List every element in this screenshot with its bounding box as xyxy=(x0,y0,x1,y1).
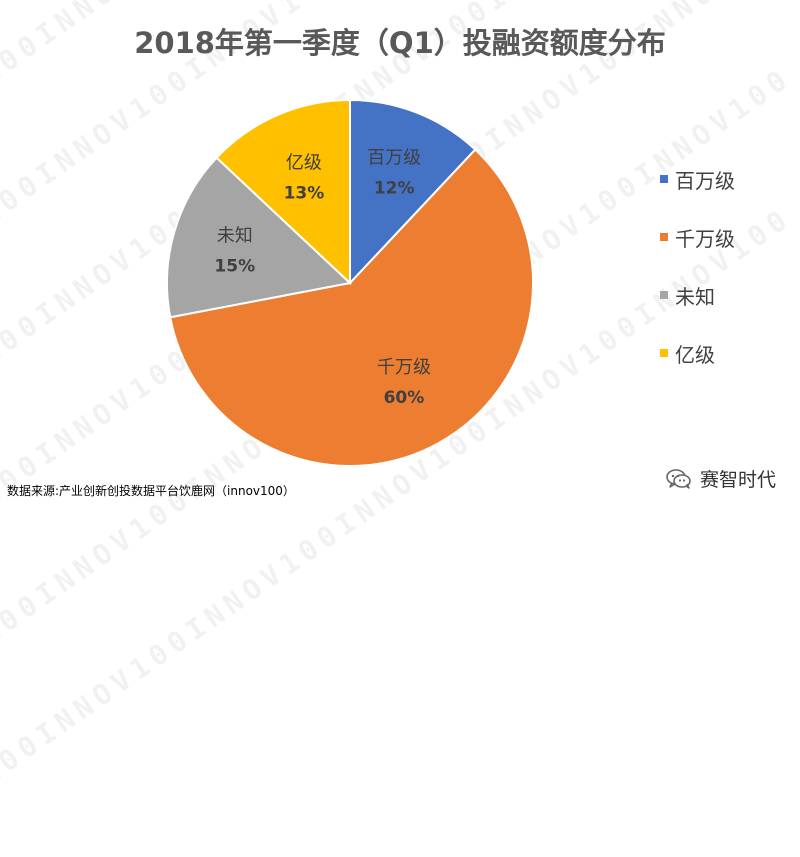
pie-slice-qianwanji xyxy=(169,148,534,467)
legend-item-yiji: 亿级 xyxy=(660,324,735,382)
legend-label-baiwanji: 百万级 xyxy=(675,168,735,193)
pie-value-yiji: 13% xyxy=(284,184,325,204)
legend-swatch-qianwanji xyxy=(660,233,668,241)
chart-title: 2018年第一季度（Q1）投融资额度分布 xyxy=(134,26,666,60)
legend-label-weizhi: 未知 xyxy=(675,284,715,309)
chart-legend: 百万级 千万级 未知 亿级 xyxy=(660,150,735,382)
brand-text: 赛智时代 xyxy=(699,469,776,491)
pie-label-qianwanji: 千万级 xyxy=(377,357,431,378)
source-note: 数据来源:产业创新创投数据平台饮鹿网（innov100） xyxy=(7,484,295,498)
pie-value-qianwanji: 60% xyxy=(384,388,425,408)
legend-swatch-yiji xyxy=(660,349,668,357)
pie-slice-yiji xyxy=(215,98,351,286)
wechat-icon xyxy=(666,468,691,489)
pie-slice-baiwanji xyxy=(349,98,477,286)
pie-value-weizhi: 15% xyxy=(214,257,255,277)
pie-label-yiji: 亿级 xyxy=(286,153,322,174)
legend-label-yiji: 亿级 xyxy=(675,342,715,367)
brand-signature: 赛智时代 xyxy=(665,465,776,492)
legend-swatch-baiwanji xyxy=(660,175,668,183)
pie-label-weizhi: 未知 xyxy=(217,226,253,247)
legend-item-baiwanji: 百万级 xyxy=(660,150,735,208)
pie-slices xyxy=(166,98,534,467)
legend-item-qianwanji: 千万级 xyxy=(660,208,735,266)
pie-label-baiwanji: 百万级 xyxy=(367,147,421,168)
pie-chart: 百万级 12% 千万级 60% 未知 15% 亿级 13% xyxy=(166,98,534,467)
pie-labels: 百万级 12% 千万级 60% 未知 15% 亿级 13% xyxy=(214,147,431,408)
pie-slice-weizhi xyxy=(166,156,353,319)
pie-value-baiwanji: 12% xyxy=(374,178,415,198)
legend-swatch-weizhi xyxy=(660,291,668,299)
legend-item-weizhi: 未知 xyxy=(660,266,735,324)
legend-label-qianwanji: 千万级 xyxy=(675,226,735,251)
